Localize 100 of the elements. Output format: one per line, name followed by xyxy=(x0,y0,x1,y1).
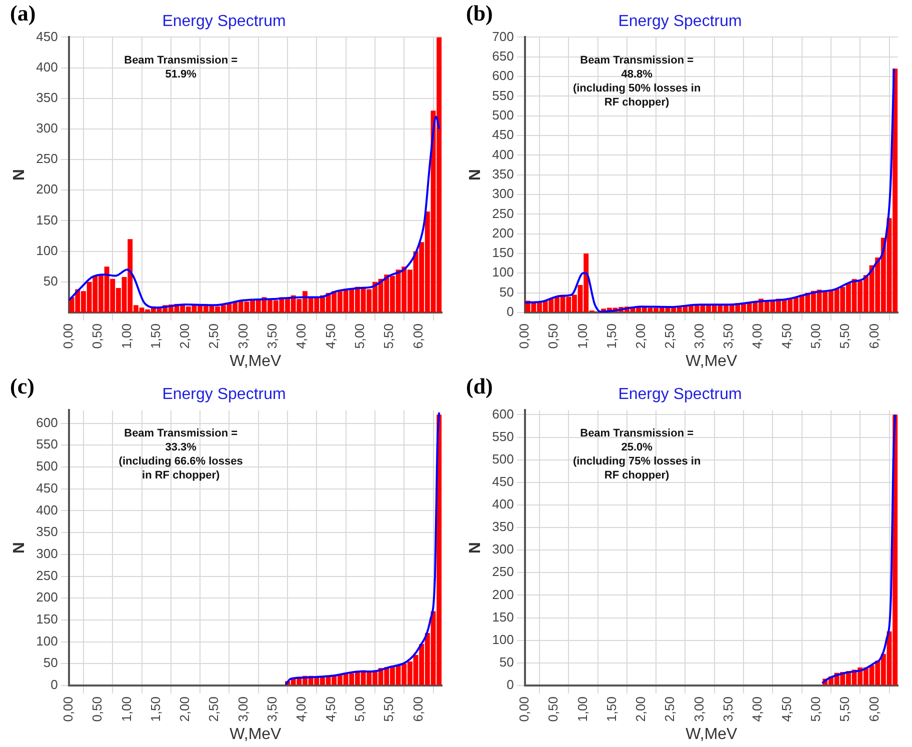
y-tick-label: 600 xyxy=(492,68,514,84)
y-tick-label: 350 xyxy=(492,519,514,534)
y-tick-label: 300 xyxy=(36,120,58,136)
x-tick-label: 1,00 xyxy=(118,324,134,349)
annotation: Beam Transmission = 48.8% (including 50% losses in RF chopper) xyxy=(572,54,701,109)
y-tick-label: 200 xyxy=(492,586,514,602)
y-tick-label: 100 xyxy=(492,264,514,280)
x-tick-label: 4,50 xyxy=(322,696,338,722)
x-tick-label: 3,00 xyxy=(691,324,706,349)
x-tick-label: 0,00 xyxy=(516,324,532,349)
y-tick-label: 550 xyxy=(36,436,58,452)
x-tick-label: 2,50 xyxy=(206,696,222,722)
y-tick-label: 100 xyxy=(36,633,58,648)
chart-title: Energy Spectrum xyxy=(618,386,742,404)
x-tick-label: 4,50 xyxy=(778,324,794,349)
x-tick-label: 0,50 xyxy=(90,696,105,722)
x-axis-title: W,MeV xyxy=(230,726,282,743)
x-tick-label: 1,00 xyxy=(574,324,590,349)
text: (a) xyxy=(10,0,36,26)
x-tick-label: 4,00 xyxy=(750,324,765,349)
x-tick-label: 2,00 xyxy=(177,696,192,722)
y-tick-label: 50 xyxy=(43,273,58,288)
x-tick-label: 6,00 xyxy=(866,696,882,722)
y-tick-label: 550 xyxy=(492,428,514,444)
text: (c) xyxy=(10,374,34,399)
x-tick-label: 4,00 xyxy=(294,696,309,722)
x-axis-title: W,MeV xyxy=(230,352,282,370)
x-tick-label: 0,00 xyxy=(60,324,76,349)
line-series xyxy=(821,414,896,684)
y-tick-label: 350 xyxy=(36,524,58,540)
x-tick-label: 5,00 xyxy=(352,696,367,722)
x-tick-label: 1,50 xyxy=(604,324,619,349)
y-tick-label: 0 xyxy=(506,304,514,320)
x-tick-label: 2,00 xyxy=(177,324,192,349)
x-axis-title: W,MeV xyxy=(686,352,738,370)
x-tick-label: 6,00 xyxy=(410,696,426,722)
x-tick-label: 1,50 xyxy=(148,324,163,349)
line-series xyxy=(524,68,895,312)
text: (b) xyxy=(466,0,493,26)
x-axis-title: W,MeV xyxy=(686,726,738,743)
y-tick-label: 200 xyxy=(492,225,514,240)
y-tick-label: 300 xyxy=(36,546,58,561)
x-tick-label: 3,50 xyxy=(264,324,280,349)
y-tick-label: 150 xyxy=(492,245,514,260)
x-tick-label: 2,00 xyxy=(633,696,648,722)
y-tick-label: 250 xyxy=(492,564,514,580)
chart-title: Energy Spectrum xyxy=(162,13,286,30)
y-tick-label: 450 xyxy=(36,28,58,44)
y-tick-label: 400 xyxy=(36,502,58,518)
x-tick-label: 2,00 xyxy=(633,324,648,349)
x-tick-label: 5,50 xyxy=(381,324,396,349)
x-tick-label: 0,50 xyxy=(546,324,561,349)
x-tick-label: 0,50 xyxy=(90,324,105,349)
annotation: Beam Transmission = 33.3% (including 66.6% losses in RF chopper) xyxy=(118,428,243,482)
x-tick-label: 1,50 xyxy=(604,696,619,722)
y-tick-label: 100 xyxy=(492,632,514,647)
y-tick-label: 150 xyxy=(36,612,58,627)
y-tick-label: 600 xyxy=(36,414,58,430)
y-tick-label: 350 xyxy=(492,166,514,182)
y-tick-label: 300 xyxy=(492,186,514,202)
y-tick-label: 200 xyxy=(36,182,58,197)
x-tick-label: 1,50 xyxy=(148,696,163,722)
x-tick-label: 1,00 xyxy=(118,696,134,722)
y-tick-label: 450 xyxy=(492,127,514,142)
x-tick-label: 2,50 xyxy=(662,324,678,349)
x-tick-label: 3,00 xyxy=(691,696,706,722)
x-tick-label: 5,00 xyxy=(352,324,367,349)
y-tick-label: 700 xyxy=(492,28,514,44)
y-tick-label: 450 xyxy=(36,480,58,496)
x-tick-label: 4,00 xyxy=(750,696,765,722)
y-axis-title: N xyxy=(467,169,484,181)
y-tick-label: 250 xyxy=(36,568,58,583)
y-tick-label: 50 xyxy=(499,654,514,670)
y-tick-label: 600 xyxy=(492,406,514,422)
y-tick-label: 500 xyxy=(492,451,514,466)
x-tick-label: 5,50 xyxy=(837,324,852,349)
y-tick-label: 200 xyxy=(36,590,58,605)
x-tick-label: 4,50 xyxy=(778,696,794,722)
y-tick-label: 250 xyxy=(492,206,514,221)
x-tick-label: 5,50 xyxy=(837,696,852,722)
y-tick-label: 50 xyxy=(43,655,58,670)
x-tick-label: 6,00 xyxy=(866,324,882,349)
y-axis-title: N xyxy=(11,169,28,181)
y-tick-label: 650 xyxy=(492,48,514,64)
y-tick-label: 400 xyxy=(492,146,514,162)
x-tick-label: 3,50 xyxy=(720,696,736,722)
y-tick-label: 450 xyxy=(492,474,514,489)
chart-title: Energy Spectrum xyxy=(618,13,742,30)
x-tick-label: 6,00 xyxy=(410,324,426,349)
y-tick-label: 100 xyxy=(36,242,58,258)
y-tick-label: 500 xyxy=(36,458,58,474)
x-tick-label: 5,00 xyxy=(808,696,823,722)
x-tick-label: 3,50 xyxy=(264,696,280,722)
y-tick-label: 300 xyxy=(492,542,514,557)
x-tick-label: 5,50 xyxy=(381,696,396,722)
x-tick-label: 3,50 xyxy=(720,324,736,349)
x-tick-label: 2,50 xyxy=(206,324,222,349)
annotation: Beam Transmission = 25.0% (including 75% losses in RF chopper) xyxy=(572,428,701,482)
x-tick-label: 0,00 xyxy=(516,696,532,722)
y-tick-label: 150 xyxy=(36,212,58,228)
